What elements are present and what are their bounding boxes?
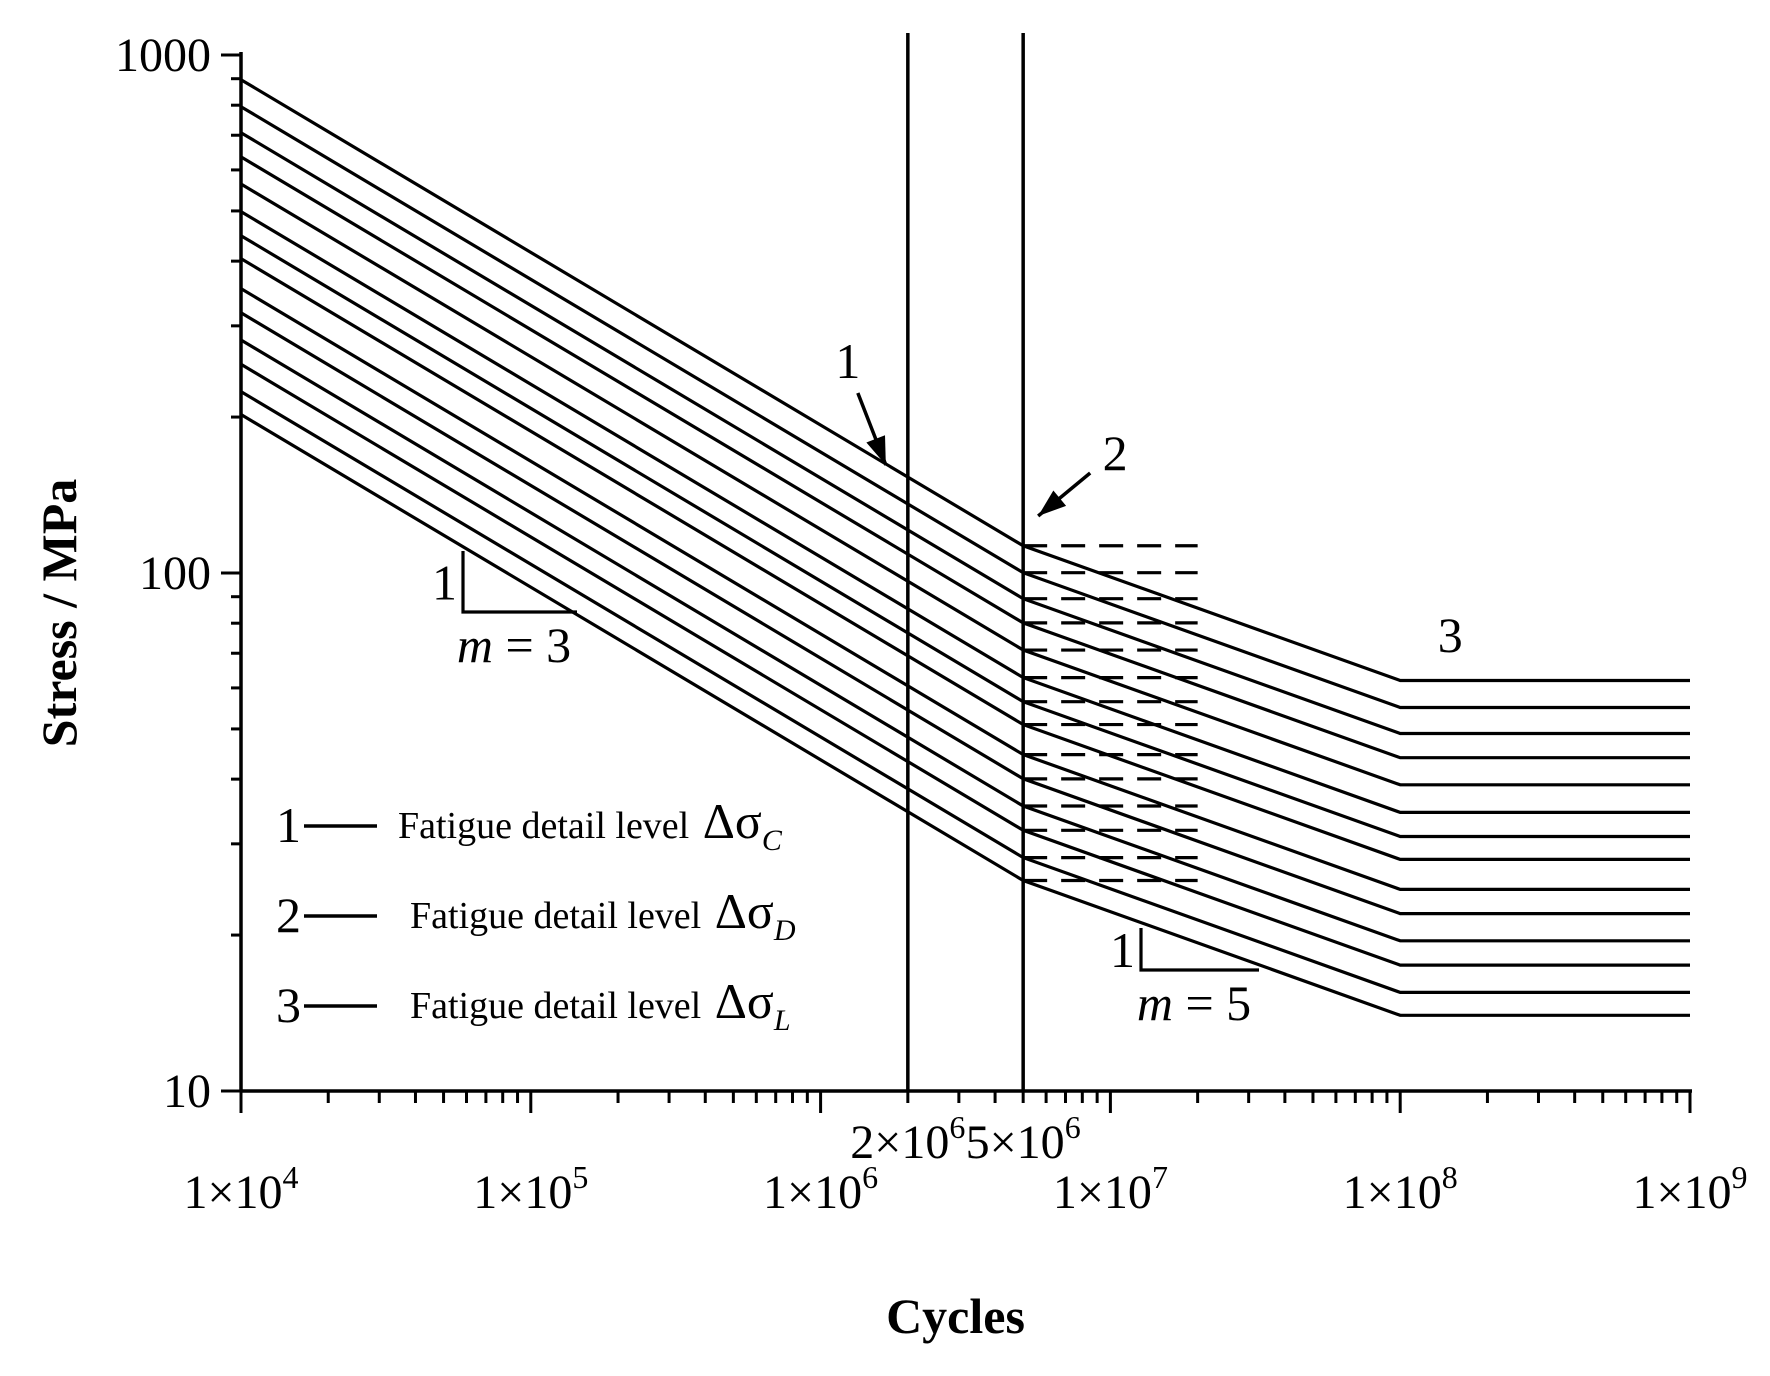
sn-curve	[240, 78, 1690, 683]
x-tick-label: 1×105	[473, 1159, 588, 1219]
y-axis-title: Stress / MPa	[31, 479, 87, 747]
sn-curve	[240, 155, 1690, 760]
sn-curve	[240, 105, 1690, 710]
series-group	[240, 78, 1690, 1017]
x-tick-label: 1×109	[1632, 1159, 1747, 1219]
legend-number: 3	[276, 977, 301, 1033]
sn-curve	[240, 338, 1690, 943]
y-tick-label: 1000	[115, 29, 211, 82]
sn-curve	[240, 131, 1690, 736]
slope-value-label: m = 5	[1137, 975, 1251, 1031]
sn-curve	[240, 287, 1690, 892]
y-tick-label: 100	[139, 547, 211, 600]
sn-curve	[240, 311, 1690, 916]
legend-item: 1 Fatigue detail level ΔσC	[276, 793, 783, 857]
sn-curve	[240, 362, 1690, 967]
x-extra-tick-label: 5×106	[966, 1109, 1081, 1169]
sn-curve	[240, 413, 1690, 1017]
annotation-label-2: 2	[1103, 425, 1128, 481]
legend: 1 Fatigue detail level ΔσC 2 Fatigue detail…	[276, 793, 796, 1037]
legend-item: 3 Fatigue detail level ΔσL	[276, 973, 791, 1037]
annotation-label-3: 3	[1438, 607, 1463, 663]
legend-label: Fatigue detail level ΔσD	[410, 883, 796, 947]
sn-curve	[240, 390, 1690, 995]
slope-triangle	[1139, 928, 1259, 972]
slope-marker-m5: 1m = 5	[1110, 922, 1259, 1031]
legend-label: Fatigue detail level ΔσL	[410, 973, 791, 1037]
x-axis-title: Cycles	[886, 1288, 1025, 1344]
slope-marker-m3: 1m = 3	[432, 551, 577, 673]
y-tick-label: 10	[163, 1065, 211, 1118]
sn-curve	[240, 210, 1690, 815]
axes	[221, 33, 1692, 1113]
sn-curve	[240, 234, 1690, 839]
arrow-head	[1038, 490, 1067, 516]
x-tick-label: 1×108	[1343, 1159, 1458, 1219]
x-tick-label: 1×104	[183, 1159, 298, 1219]
legend-label: Fatigue detail level ΔσC	[398, 793, 783, 857]
annotation-label-1: 1	[835, 333, 860, 389]
legend-number: 1	[276, 797, 301, 853]
annotation-arrow-1	[856, 392, 888, 466]
legend-number: 2	[276, 887, 301, 943]
x-tick-label: 1×106	[763, 1159, 878, 1219]
slope-rise-label: 1	[1110, 922, 1135, 978]
axis-labels: 10 100 1000 1×104 1×105 1×106 1×107 1×108 1×109 2…	[31, 29, 1748, 1344]
sn-curve	[240, 257, 1690, 862]
slope-rise-label: 1	[432, 555, 457, 611]
x-tick-label: 1×107	[1053, 1159, 1168, 1219]
legend-item: 2 Fatigue detail level ΔσD	[276, 883, 796, 947]
sn-curve	[240, 182, 1690, 787]
arrow-head	[866, 435, 886, 465]
annotation-arrow-2	[1037, 471, 1092, 518]
slope-triangle	[461, 551, 577, 614]
slope-value-label: m = 3	[457, 617, 571, 673]
x-extra-tick-label: 2×106	[850, 1109, 965, 1169]
